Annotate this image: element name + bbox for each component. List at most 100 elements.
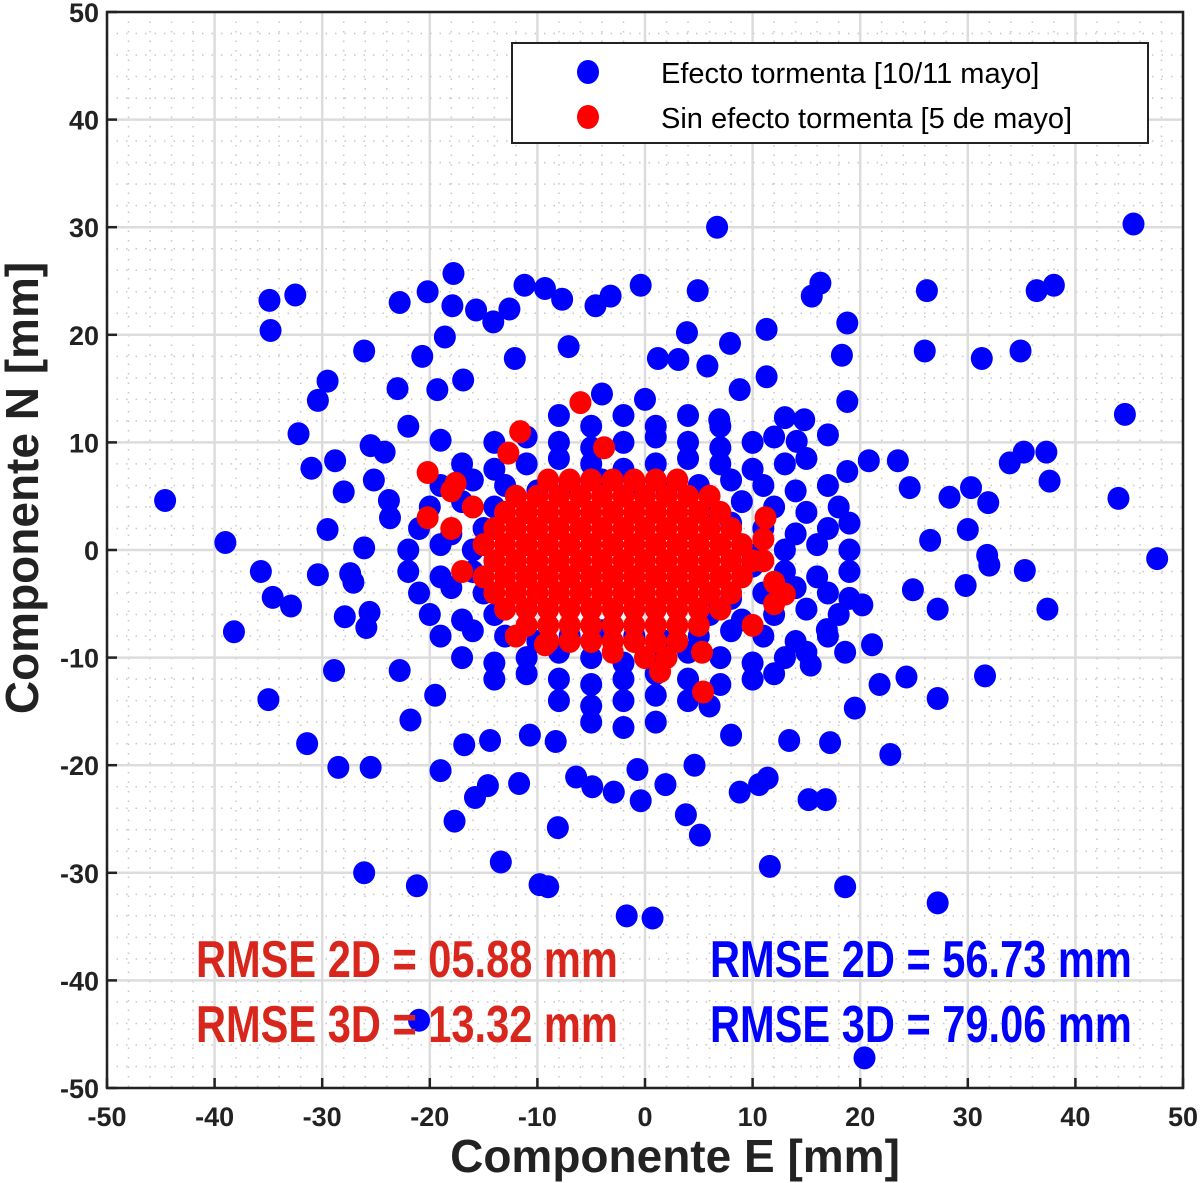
- point-storm-effect: [581, 775, 604, 799]
- point-storm-effect: [612, 430, 635, 454]
- point-no-storm: [601, 613, 624, 637]
- point-no-storm: [720, 549, 743, 573]
- point-no-storm: [666, 629, 689, 653]
- point-no-storm: [580, 468, 603, 492]
- point-storm-effect: [816, 423, 839, 447]
- x-tick-label: -40: [195, 1102, 234, 1132]
- point-no-storm: [558, 629, 581, 653]
- point-no-storm: [644, 500, 667, 524]
- point-no-storm: [677, 581, 700, 605]
- point-no-storm: [590, 549, 613, 573]
- point-storm-effect: [355, 615, 378, 639]
- x-tick-label: -10: [518, 1102, 557, 1132]
- point-no-storm: [741, 613, 764, 637]
- point-storm-effect: [1146, 547, 1169, 571]
- point-storm-effect: [755, 317, 778, 341]
- point-storm-effect: [970, 346, 993, 370]
- point-storm-effect: [784, 479, 807, 503]
- point-no-storm: [666, 597, 689, 621]
- point-no-storm: [612, 516, 635, 540]
- point-storm-effect: [259, 318, 282, 342]
- point-storm-effect: [408, 1008, 431, 1032]
- point-no-storm: [440, 479, 463, 503]
- point-no-storm: [472, 565, 495, 589]
- point-storm-effect: [834, 875, 857, 899]
- point-no-storm: [526, 581, 549, 605]
- point-no-storm: [509, 420, 532, 444]
- point-storm-effect: [629, 273, 652, 297]
- point-no-storm: [537, 533, 560, 557]
- point-storm-effect: [667, 348, 690, 372]
- point-storm-effect: [388, 659, 411, 683]
- point-no-storm: [634, 484, 656, 508]
- point-no-storm: [440, 516, 463, 540]
- legend-label-blue: Efecto tormenta [10/11 mayo]: [661, 58, 1039, 90]
- point-no-storm: [558, 468, 581, 492]
- point-storm-effect: [644, 683, 667, 707]
- point-storm-effect: [580, 646, 603, 670]
- point-no-storm: [590, 581, 613, 605]
- point-storm-effect: [515, 646, 538, 670]
- point-storm-effect: [728, 378, 751, 402]
- point-storm-effect: [279, 594, 302, 618]
- x-tick-label: -50: [87, 1102, 126, 1132]
- point-no-storm: [634, 581, 656, 605]
- point-storm-effect: [602, 780, 625, 804]
- y-tick-label: 20: [69, 321, 99, 351]
- point-storm-effect: [720, 619, 743, 643]
- y-tick-label: 50: [69, 0, 99, 28]
- point-storm-effect: [857, 449, 880, 473]
- point-storm-effect: [677, 404, 700, 427]
- y-tick-label: -20: [60, 751, 99, 781]
- point-storm-effect: [489, 850, 512, 874]
- point-storm-effect: [528, 873, 551, 897]
- point-no-storm: [687, 565, 710, 589]
- point-no-storm: [677, 484, 700, 508]
- point-storm-effect: [411, 344, 434, 368]
- point-no-storm: [569, 391, 592, 415]
- point-no-storm: [655, 516, 678, 540]
- point-no-storm: [580, 629, 603, 653]
- point-no-storm: [590, 484, 613, 508]
- point-storm-effect: [508, 771, 531, 795]
- point-storm-effect: [408, 581, 431, 605]
- point-storm-effect: [853, 1046, 876, 1070]
- point-storm-effect: [978, 553, 1001, 577]
- point-storm-effect: [284, 283, 307, 307]
- point-no-storm: [515, 500, 538, 524]
- point-storm-effect: [709, 646, 732, 670]
- point-storm-effect: [429, 759, 452, 783]
- point-storm-effect: [778, 728, 801, 752]
- axis-ticks: -50 -40 -30 -20 -10 0 10 20 30 40 50 50 40 30 20 10 0 -10…: [60, 0, 1198, 1132]
- point-storm-effect: [451, 452, 474, 476]
- point-storm-effect: [440, 576, 463, 600]
- point-no-storm: [537, 565, 560, 589]
- point-storm-effect: [756, 766, 779, 790]
- point-storm-effect: [752, 473, 775, 497]
- point-no-storm: [494, 597, 517, 621]
- point-storm-effect: [362, 468, 385, 492]
- point-storm-effect: [397, 560, 420, 584]
- point-no-storm: [709, 533, 732, 557]
- point-storm-effect: [518, 723, 541, 747]
- point-storm-effect: [452, 368, 475, 392]
- point-storm-effect: [797, 788, 820, 812]
- point-storm-effect: [515, 662, 538, 686]
- point-storm-effect: [827, 495, 850, 519]
- point-storm-effect: [814, 788, 837, 812]
- point-no-storm: [763, 570, 786, 594]
- point-storm-effect: [154, 489, 177, 513]
- point-no-storm: [537, 597, 560, 621]
- point-storm-effect: [683, 753, 706, 777]
- y-axis-label: Componente N [mm]: [0, 262, 48, 714]
- point-storm-effect: [741, 430, 764, 454]
- point-storm-effect: [453, 733, 476, 757]
- point-storm-effect: [547, 404, 570, 427]
- point-storm-effect: [332, 480, 355, 504]
- point-no-storm: [537, 500, 560, 524]
- point-no-storm: [547, 516, 570, 540]
- point-storm-effect: [461, 619, 484, 643]
- point-storm-effect: [998, 451, 1021, 475]
- point-storm-effect: [249, 560, 272, 584]
- rmse-3d-blue: RMSE 3D = 79.06 mm: [710, 995, 1132, 1054]
